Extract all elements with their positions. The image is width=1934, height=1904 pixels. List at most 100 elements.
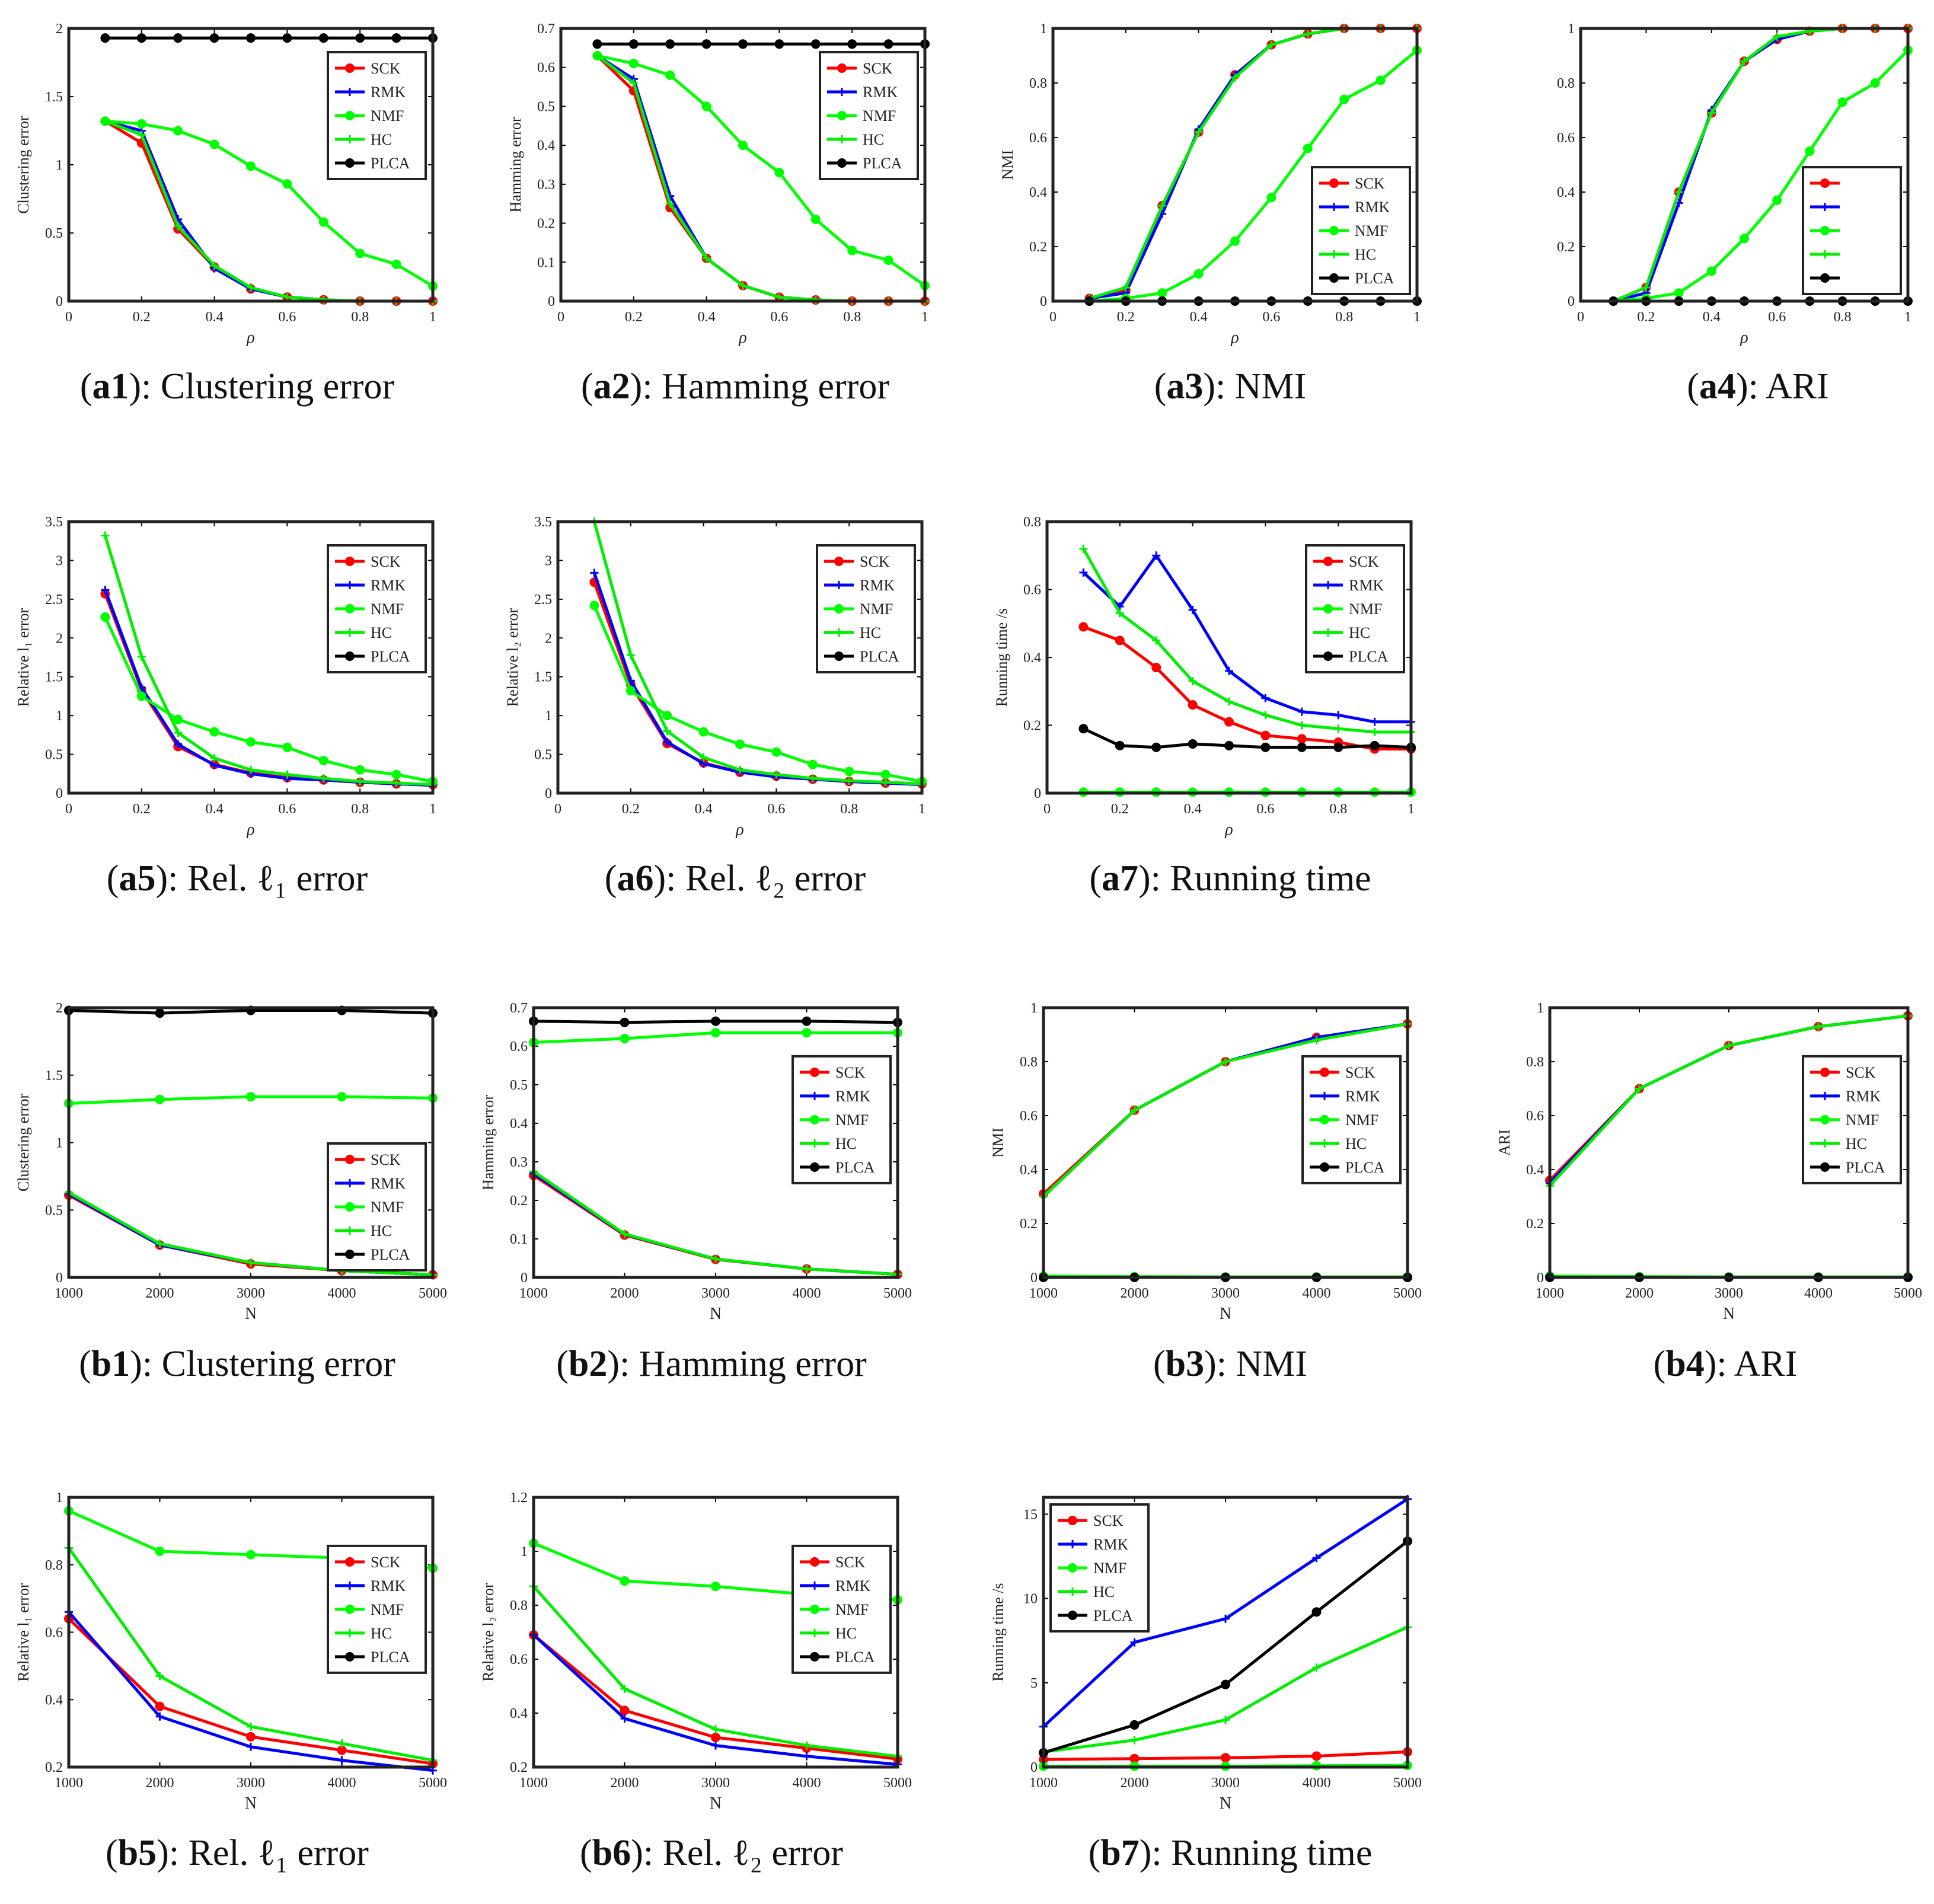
- data-point-plca: [1333, 742, 1343, 752]
- data-point-hc: [1267, 40, 1276, 49]
- y-tick-label: 0: [1030, 1270, 1038, 1286]
- x-tick-label: 0.2: [1111, 801, 1129, 817]
- legend-label: SCK: [835, 1064, 866, 1081]
- x-tick-label: 1: [1413, 309, 1421, 325]
- caption-sep: ):: [129, 366, 161, 407]
- x-axis-label: ρ: [738, 328, 746, 347]
- data-point-nmf: [1157, 288, 1167, 298]
- data-point-rmk: [155, 1712, 164, 1721]
- y-tick-label: 0.1: [510, 1232, 528, 1247]
- y-tick-label: 0.3: [510, 1155, 528, 1170]
- x-tick-label: 2000: [146, 1775, 174, 1791]
- data-point-nmf: [735, 739, 745, 749]
- caption-paren: (: [1089, 858, 1102, 899]
- x-tick-label: 3000: [1211, 1775, 1240, 1791]
- x-tick-label: 5000: [419, 1286, 447, 1301]
- data-point-plca: [318, 33, 328, 43]
- data-point-hc: [1814, 1022, 1823, 1031]
- data-point-hc: [1725, 1041, 1733, 1050]
- y-tick-label: 2: [56, 1001, 63, 1016]
- data-point-nmf: [155, 1094, 165, 1104]
- legend-marker-plca: [345, 1651, 355, 1662]
- chart-a5: 0 0.2 0.4 0.6 0.8 1 0 0.5 1 1.5 2 2.5 3 3.5 ρ Relative …: [15, 515, 438, 899]
- plot-frame: [67, 1006, 435, 1279]
- y-tick-label: 0: [1034, 786, 1041, 801]
- legend-label: SCK: [1846, 1064, 1876, 1081]
- caption-text: Running time: [1171, 1833, 1372, 1873]
- panel-caption: (a2): Hamming error: [581, 366, 889, 407]
- legend-marker-sck: [345, 1155, 355, 1164]
- data-point-plca: [810, 39, 821, 49]
- data-point-plca: [1297, 742, 1307, 752]
- data-point-rmk: [1370, 717, 1379, 726]
- chart-b3: 1000 2000 3000 4000 5000 0 0.2 0.4 0.6 0.8 1 N NMI SC…: [990, 1001, 1422, 1384]
- legend-marker-plca: [345, 1250, 355, 1259]
- y-axis-label: Clustering error: [15, 1093, 32, 1191]
- y-tick-label: 1: [1537, 1001, 1544, 1016]
- legend-marker-nmf: [345, 1604, 355, 1614]
- data-point-nmf: [880, 769, 891, 780]
- panel-caption: (a3): NMI: [1154, 366, 1307, 407]
- data-point-hc: [1312, 1663, 1321, 1672]
- x-axis-label: ρ: [735, 820, 743, 839]
- data-point-sck: [1297, 734, 1307, 744]
- y-tick-label: 1.5: [45, 670, 63, 685]
- legend-marker-rmk: [1330, 203, 1338, 211]
- legend-label: SCK: [1355, 175, 1385, 192]
- legend-label: SCK: [1093, 1512, 1124, 1529]
- x-tick-label: 0.6: [767, 801, 785, 817]
- data-point-rmk: [663, 737, 672, 746]
- legend-label: RMK: [371, 1577, 406, 1595]
- legend-label: PLCA: [835, 1649, 875, 1666]
- legend-label: PLCA: [1349, 648, 1389, 665]
- caption-sep: ):: [130, 1344, 161, 1384]
- x-tick-label: 0.2: [1637, 309, 1655, 325]
- x-tick-label: 1000: [519, 1775, 548, 1791]
- y-tick-label: 1: [1030, 1001, 1038, 1016]
- y-axis-label: Relative l₁ error: [15, 608, 32, 707]
- y-axis-label: Running time /s: [990, 1583, 1007, 1681]
- plot-frame: [67, 1496, 435, 1769]
- plot-frame: [1042, 1496, 1409, 1769]
- chart-a7: 0 0.2 0.4 0.6 0.8 1 0 0.2 0.4 0.6 0.8 ρ Running time…: [993, 515, 1416, 899]
- data-point-nmf: [701, 101, 711, 111]
- data-point-nmf: [282, 179, 292, 189]
- series-line-hc: [104, 535, 433, 787]
- data-point-nmf: [391, 259, 401, 269]
- legend-label: PLCA: [371, 155, 410, 172]
- legend-label: NMF: [371, 600, 404, 618]
- data-point-rmk: [1188, 605, 1197, 614]
- x-tick-label: 1: [1408, 801, 1415, 817]
- data-point-hc: [802, 1264, 811, 1273]
- data-point-nmf: [209, 727, 219, 737]
- plot-frame: [67, 520, 435, 795]
- caption-sep: ):: [1204, 1344, 1236, 1384]
- legend-marker-rmk: [810, 1091, 819, 1100]
- data-point-hc: [247, 765, 255, 774]
- data-point-nmf: [711, 1028, 720, 1038]
- x-tick-label: 1: [921, 309, 928, 325]
- caption-text: Rel. ℓ₁ error: [189, 1833, 369, 1873]
- x-tick-label: 2000: [611, 1775, 639, 1791]
- legend-label: RMK: [835, 1577, 870, 1595]
- caption-text: ARI: [1766, 366, 1829, 407]
- legend-marker-rmk: [346, 1179, 354, 1187]
- y-tick-label: 0: [56, 786, 63, 801]
- y-tick-label: 0.4: [510, 1116, 528, 1132]
- legend-marker-hc: [346, 135, 354, 143]
- caption-text: Rel. ℓ₂ error: [663, 1833, 844, 1873]
- data-point-hc: [1221, 1058, 1230, 1066]
- data-point-rmk: [247, 1742, 255, 1751]
- data-point-hc: [1707, 108, 1716, 117]
- y-tick-label: 0.8: [1020, 1055, 1038, 1070]
- data-point-nmf: [1837, 97, 1847, 107]
- caption-paren: (: [1654, 1344, 1666, 1384]
- data-point-sck: [1221, 1753, 1230, 1763]
- y-tick-label: 0.4: [1029, 185, 1047, 200]
- legend-label: RMK: [371, 577, 406, 594]
- data-point-plca: [711, 1016, 720, 1026]
- legend-label: NMF: [1349, 600, 1382, 618]
- caption-text: Hamming error: [662, 366, 889, 407]
- legend-marker-nmf: [345, 1202, 355, 1212]
- legend-label: RMK: [1355, 199, 1390, 216]
